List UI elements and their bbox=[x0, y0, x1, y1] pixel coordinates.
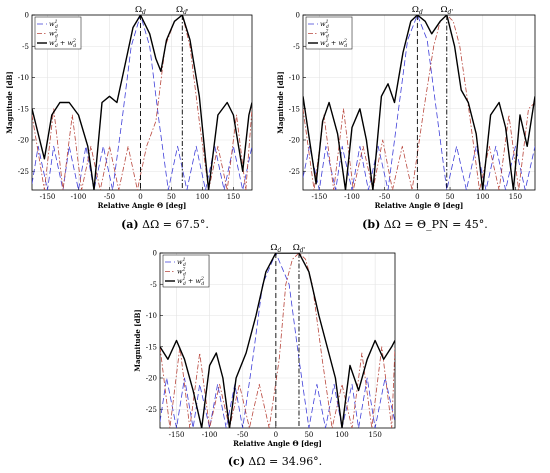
caption-a: (a) ΔΩ = 67.5°. bbox=[121, 218, 209, 231]
series-line-3 bbox=[32, 15, 252, 190]
marker-label-1: Ωd bbox=[270, 243, 281, 254]
y-tick-label: -25 bbox=[18, 168, 29, 176]
x-tick-label: 50 bbox=[167, 193, 176, 201]
y-tick-label: -5 bbox=[150, 281, 157, 289]
marker-label-2: Ωd' bbox=[293, 243, 306, 254]
y-axis-label: Magnitude [dB] bbox=[276, 71, 285, 133]
series-group bbox=[303, 15, 535, 190]
legend-label-2: w2d​ bbox=[177, 267, 186, 278]
y-tick-label: -10 bbox=[146, 312, 157, 320]
x-tick-label: 100 bbox=[335, 431, 348, 439]
y-tick-label: -15 bbox=[289, 105, 300, 113]
y-tick-label: 0 bbox=[25, 12, 29, 20]
x-tick-label: 150 bbox=[368, 431, 381, 439]
chart-b: -150 -100 -50 0 50 100 150 0 -5 -10 -15 -20 -25 Relat… bbox=[276, 5, 536, 210]
legend: w1d​w2d​w1d​ + w2d​ bbox=[305, 16, 353, 50]
x-axis-label: Relative Angle Θ [deg] bbox=[98, 201, 187, 210]
legend-label-2: w2d​ bbox=[49, 29, 58, 40]
y-axis-label: Magnitude [dB] bbox=[5, 71, 14, 133]
series-group bbox=[32, 15, 252, 190]
x-tick-label: -50 bbox=[237, 431, 248, 439]
series-line-2 bbox=[303, 15, 535, 190]
y-tick-label: -5 bbox=[293, 43, 300, 51]
x-tick-label: -150 bbox=[311, 193, 327, 201]
y-tick-label: -25 bbox=[289, 168, 300, 176]
x-tick-label: 150 bbox=[227, 193, 240, 201]
series-line-3 bbox=[303, 15, 535, 190]
caption-a-text: ΔΩ = 67.5°. bbox=[142, 218, 209, 231]
x-tick-label: 100 bbox=[476, 193, 489, 201]
x-tick-label: 0 bbox=[138, 193, 142, 201]
x-tick-label: 100 bbox=[196, 193, 209, 201]
series-line-3 bbox=[160, 253, 395, 428]
x-tick-label: -100 bbox=[71, 193, 87, 201]
legend-label-1: w1d​ bbox=[320, 19, 329, 30]
grid bbox=[32, 14, 252, 190]
y-tick-label: -25 bbox=[146, 406, 157, 414]
legend-label-1: w1d​ bbox=[49, 19, 58, 30]
chart-c: -150 -100 -50 0 50 100 150 0 -5 -10 -15 -20 -25 Relat… bbox=[133, 243, 396, 448]
marker-label-1: Ωd bbox=[412, 5, 423, 16]
chart-a: -150 -100 -50 0 50 100 150 0 -5 -10 -15 -20 -25 Relat… bbox=[5, 5, 253, 210]
series-line-2 bbox=[160, 253, 395, 428]
y-tick-label: -15 bbox=[146, 343, 157, 351]
y-tick-label: -20 bbox=[18, 137, 29, 145]
legend-label-3: w1d​ + w2d​ bbox=[49, 38, 76, 49]
caption-c: (c) ΔΩ = 34.96°. bbox=[227, 455, 323, 468]
caption-b-text: ΔΩ = Θ_PN = 45°. bbox=[383, 218, 488, 231]
marker-label-2: Ωd' bbox=[440, 5, 453, 16]
series-group bbox=[160, 253, 395, 428]
x-tick-label: -50 bbox=[104, 193, 115, 201]
y-tick-label: -20 bbox=[146, 375, 157, 383]
caption-c-text: ΔΩ = 34.96°. bbox=[248, 455, 323, 468]
legend-label-1: w1d​ bbox=[177, 257, 186, 268]
x-tick-label: -100 bbox=[202, 431, 218, 439]
x-tick-label: 0 bbox=[415, 193, 419, 201]
x-axis-label: Relative Angle Θ [deg] bbox=[233, 439, 322, 448]
y-tick-label: -10 bbox=[18, 74, 29, 82]
x-tick-label: 50 bbox=[446, 193, 455, 201]
y-axis-label: Magnitude [dB] bbox=[133, 309, 142, 371]
y-tick-label: -15 bbox=[18, 105, 29, 113]
marker-label-1: Ωd bbox=[135, 5, 146, 16]
legend-label-3: w1d​ + w2d​ bbox=[320, 38, 347, 49]
y-tick-label: 0 bbox=[296, 12, 300, 20]
x-tick-label: 0 bbox=[274, 431, 278, 439]
x-tick-label: 150 bbox=[509, 193, 522, 201]
series-line-2 bbox=[32, 15, 252, 190]
y-tick-label: -5 bbox=[22, 43, 29, 51]
series-line-1 bbox=[303, 15, 535, 190]
x-tick-label: -150 bbox=[40, 193, 56, 201]
y-tick-label: 0 bbox=[153, 250, 157, 258]
series-line-1 bbox=[160, 253, 395, 428]
y-tick-label: -10 bbox=[289, 74, 300, 82]
y-tick-label: -20 bbox=[289, 137, 300, 145]
x-tick-label: -100 bbox=[344, 193, 360, 201]
legend-label-2: w2d​ bbox=[320, 29, 329, 40]
x-tick-label: -50 bbox=[379, 193, 390, 201]
marker-label-2: Ωd' bbox=[176, 5, 189, 16]
x-tick-label: 50 bbox=[304, 431, 313, 439]
x-tick-label: -150 bbox=[169, 431, 185, 439]
x-axis-label: Relative Angle Θ [deg] bbox=[375, 201, 464, 210]
legend-label-3: w1d​ + w2d​ bbox=[177, 276, 204, 287]
caption-b: (b) ΔΩ = Θ_PN = 45°. bbox=[362, 218, 488, 231]
legend: w1d​w2d​w1d​ + w2d​ bbox=[34, 16, 82, 50]
legend: w1d​w2d​w1d​ + w2d​ bbox=[162, 254, 210, 288]
